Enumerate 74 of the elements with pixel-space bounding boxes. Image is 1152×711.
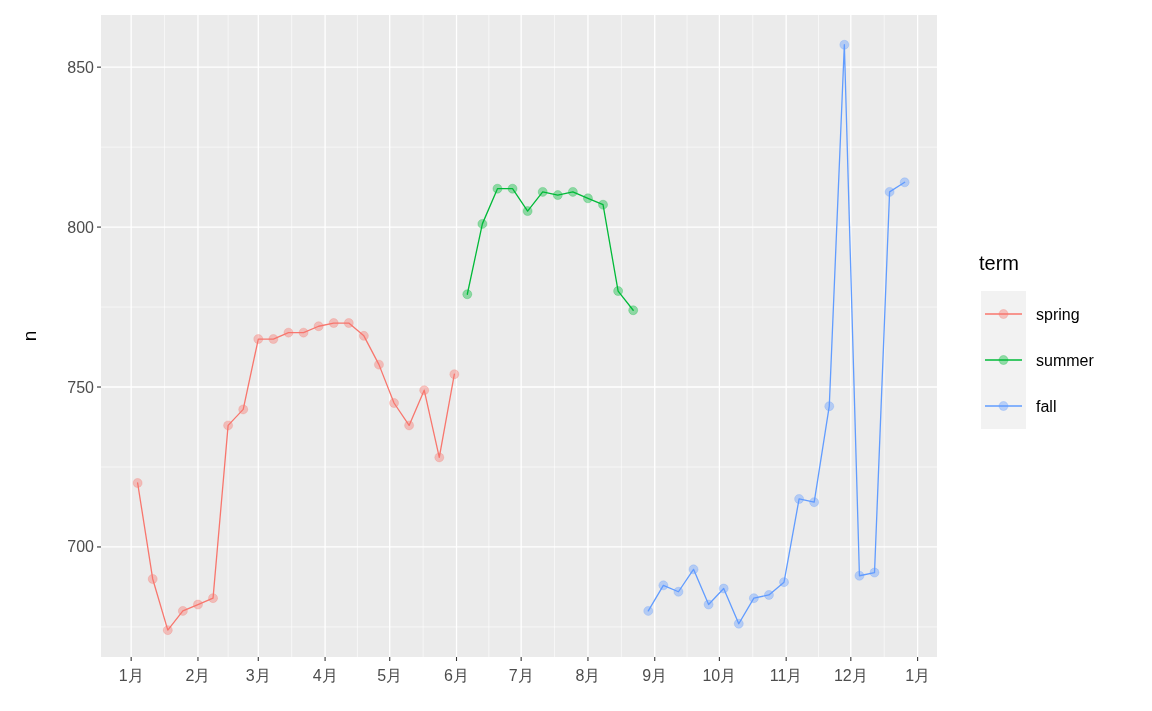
point (507, 183, 518, 194)
point (404, 420, 415, 431)
point (582, 193, 593, 204)
point (628, 305, 639, 316)
x-tick-label: 7月 (508, 667, 534, 684)
point (343, 318, 354, 329)
point (389, 398, 400, 409)
point (358, 330, 369, 341)
point (477, 218, 488, 229)
point (283, 327, 294, 338)
x-tick-label: 4月 (312, 667, 338, 684)
point (208, 593, 219, 604)
point (419, 385, 430, 396)
point (147, 573, 158, 584)
point (132, 477, 143, 488)
point (449, 369, 460, 380)
point (839, 39, 850, 50)
x-tick-label: 2月 (185, 667, 211, 684)
point (854, 570, 865, 581)
x-tick-label: 9月 (642, 667, 668, 684)
point (177, 605, 188, 616)
point (223, 420, 234, 431)
point (763, 589, 774, 600)
point (313, 321, 324, 332)
y-tick-label: 800 (67, 218, 95, 236)
point (537, 186, 548, 197)
point (613, 286, 624, 297)
point (162, 625, 173, 636)
point (253, 334, 264, 345)
point (298, 327, 309, 338)
legend-title: term (979, 252, 1019, 274)
point (824, 401, 835, 412)
y-axis-title: n (19, 330, 40, 342)
legend-label: spring (1036, 306, 1080, 323)
point (658, 580, 669, 591)
point (809, 497, 820, 508)
point (434, 452, 445, 463)
x-tick-label: 6月 (444, 667, 469, 684)
legend-label: fall (1036, 398, 1057, 415)
point (552, 190, 563, 201)
point (643, 605, 654, 616)
x-tick-label: 1月 (118, 667, 144, 684)
legend-label: summer (1036, 352, 1095, 369)
point (462, 289, 473, 300)
point (268, 334, 279, 345)
x-tick-label: 8月 (575, 667, 601, 684)
point (869, 567, 880, 578)
point (598, 199, 609, 210)
point (703, 599, 714, 610)
point (328, 318, 339, 329)
x-tick-label: 5月 (377, 667, 403, 684)
point (794, 493, 805, 504)
point (673, 586, 684, 597)
y-tick-label: 750 (67, 378, 95, 396)
y-tick-label: 700 (67, 538, 95, 556)
point (567, 186, 578, 197)
y-tick-label: 850 (67, 58, 95, 76)
x-tick-label: 1月 (905, 667, 931, 684)
point (733, 618, 744, 629)
point (884, 186, 895, 197)
point (748, 593, 759, 604)
point (779, 577, 790, 588)
x-tick-label: 10月 (702, 667, 737, 684)
point (522, 206, 533, 217)
point (373, 359, 384, 370)
x-tick-label: 11月 (769, 667, 803, 684)
x-tick-label: 3月 (245, 667, 271, 684)
point (492, 183, 503, 194)
point (192, 599, 203, 610)
point (718, 583, 729, 594)
point (688, 564, 699, 575)
point (899, 177, 910, 188)
x-tick-label: 12月 (833, 667, 868, 684)
point (238, 404, 249, 415)
